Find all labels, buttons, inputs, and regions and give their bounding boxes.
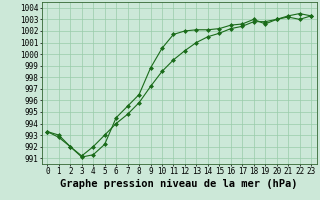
- X-axis label: Graphe pression niveau de la mer (hPa): Graphe pression niveau de la mer (hPa): [60, 179, 298, 189]
